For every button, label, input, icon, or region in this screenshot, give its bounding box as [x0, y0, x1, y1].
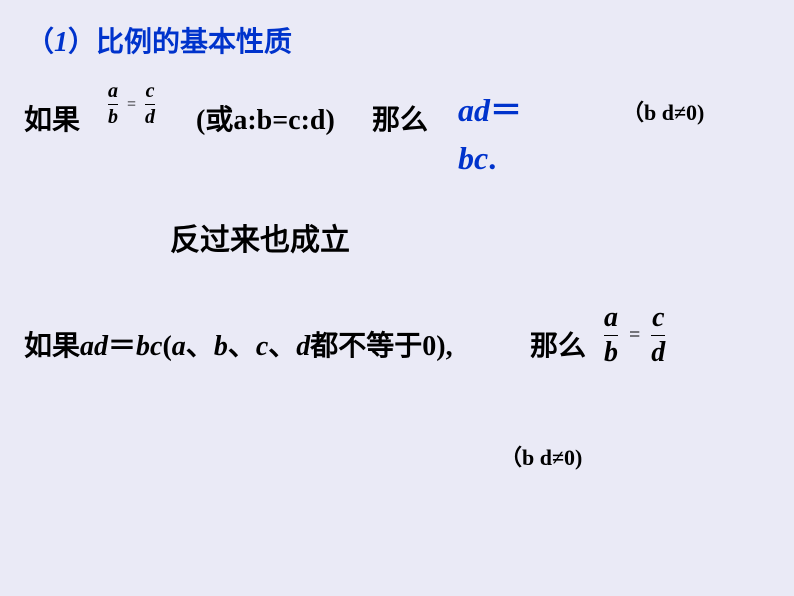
cond-text: （b d≠0) [622, 100, 704, 125]
line1-name: 那么 [372, 98, 428, 138]
paren-close: ） [68, 27, 96, 58]
line3-condition: （b d≠0) [500, 440, 582, 472]
title-text: 比例的基本性质 [96, 27, 292, 58]
frac-bot-b-2: b [604, 337, 618, 369]
page-title: （1）比例的基本性质 [26, 20, 292, 60]
line3-ruguo-text: 如果 [24, 331, 80, 362]
frac-a-over-b: a b [108, 80, 118, 129]
paren-open: （ [26, 27, 54, 58]
cond-text-2: （b d≠0) [500, 445, 582, 470]
frac-top-c: c [145, 80, 155, 103]
frac-bar-2 [604, 335, 618, 336]
line1-condition: （b d≠0) [622, 95, 704, 127]
line1-fraction: a b = c d [108, 80, 155, 129]
line2-text: 反过来也成立 [170, 215, 350, 259]
equals-sign-2: = [629, 324, 640, 347]
line3-ruguo: 如果ad＝bc(a、b、c、d都不等于0), [24, 324, 453, 364]
frac-bar-2b [651, 335, 665, 336]
line3-name: 那么 [530, 324, 586, 364]
frac-bot-b: b [108, 106, 118, 129]
frac-c-over-d-2: c d [651, 302, 665, 369]
frac-bar [108, 104, 118, 105]
equals-sign: = [127, 96, 136, 114]
frac-c-over-d: c d [145, 80, 155, 129]
line1-ruguo: 如果 [24, 98, 80, 138]
frac-bot-d: d [145, 106, 155, 129]
frac-a-over-b-2: a b [604, 302, 618, 369]
frac-top-a: a [108, 80, 118, 103]
line3-fraction: a b = c d [604, 302, 665, 369]
line1-huo: (或a:b=c:d) [196, 98, 335, 138]
adbc-line2: bc. [458, 134, 522, 182]
adbc-line1: ad＝ [458, 86, 522, 134]
frac-bot-d-2: d [651, 337, 665, 369]
title-number: 1 [54, 27, 68, 58]
frac-top-a-2: a [604, 302, 618, 334]
frac-bar [145, 104, 155, 105]
line1-adbc: ad＝ bc. [458, 86, 522, 182]
frac-top-c-2: c [651, 302, 665, 334]
